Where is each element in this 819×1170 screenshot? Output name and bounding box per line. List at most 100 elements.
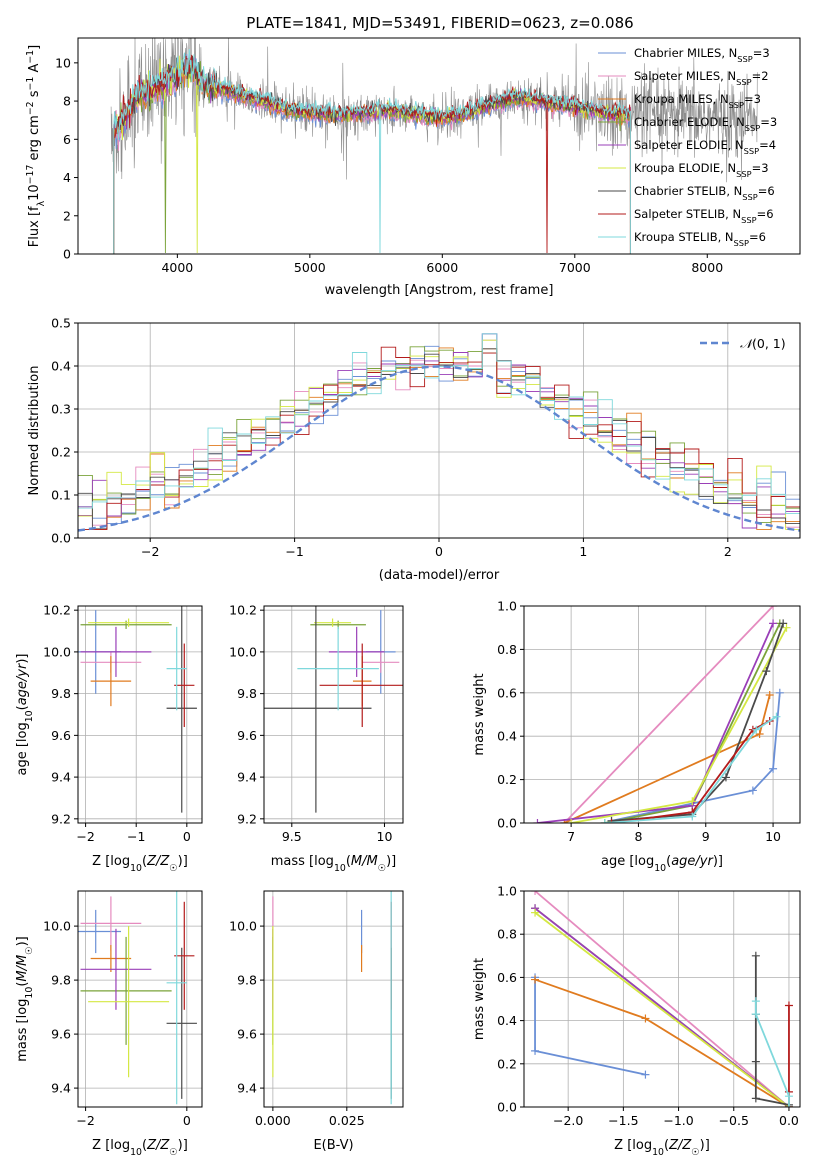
series-line bbox=[611, 692, 781, 822]
y-tick-label: 9.6 bbox=[237, 1027, 257, 1042]
y-tick-label: 0.6 bbox=[497, 970, 517, 985]
panel-spectrum: 4000 5000 6000 7000 8000 0 2 4 6 8 10 wavelength [A… bbox=[25, 37, 801, 298]
x-tick-label: −2 bbox=[76, 1113, 94, 1128]
x-axis-label: Z [log10(Z/Z☉)] bbox=[92, 1138, 188, 1158]
x-tick-label: 4000 bbox=[161, 260, 193, 275]
x-axis-label: age [log10(age/yr)] bbox=[601, 854, 723, 874]
y-tick-label: 9.8 bbox=[237, 686, 257, 701]
panel-age_vs_mass: 9.5 10 9.2 9.4 9.6 9.8 10.0 10.2 mass [log10(M/M… bbox=[229, 603, 404, 874]
data-point bbox=[769, 606, 778, 610]
panel-mass_weight_vs_Z: −2.0 −1.5 −1.0 −0.5 0.0 0.0 0.2 0.4 0.6 0.8 1.0 Z [… bbox=[472, 884, 801, 1158]
x-tick-label: 10 bbox=[377, 829, 393, 844]
data-point bbox=[772, 712, 781, 721]
y-tick-label: 9.8 bbox=[237, 973, 257, 988]
y-tick-label: 10.0 bbox=[43, 644, 71, 659]
data-point bbox=[769, 764, 778, 773]
data-point bbox=[751, 1057, 760, 1066]
panel-residuals: −2 −1 0 1 2 0.0 0.1 0.2 0.3 0.4 0.5 (data-model)/er… bbox=[27, 316, 801, 583]
data-point bbox=[752, 725, 761, 734]
x-tick-label: 0 bbox=[183, 829, 191, 844]
axes-frame bbox=[77, 890, 203, 1108]
x-tick-label: 7 bbox=[567, 829, 575, 844]
data-point bbox=[784, 1092, 793, 1101]
y-tick-label: 1.0 bbox=[497, 884, 517, 899]
y-tick-label: 0.8 bbox=[497, 642, 517, 657]
y-tick-label: 10.0 bbox=[229, 919, 257, 934]
data-point bbox=[567, 819, 576, 823]
normal-curve bbox=[78, 365, 800, 532]
y-tick-label: 0.1 bbox=[51, 488, 71, 503]
y-axis-label: mass weight bbox=[472, 958, 487, 1040]
axes-frame bbox=[523, 605, 801, 824]
series-line bbox=[534, 891, 790, 1107]
y-tick-label: 0.0 bbox=[497, 816, 517, 831]
x-tick-label: −1 bbox=[285, 544, 303, 559]
legend-label: 𝒩(0, 1) bbox=[740, 336, 786, 351]
data-point bbox=[784, 1103, 793, 1107]
y-tick-label: 9.6 bbox=[51, 728, 71, 743]
data-point bbox=[779, 619, 788, 628]
y-tick-label: 2 bbox=[63, 208, 71, 223]
y-tick-label: 9.8 bbox=[51, 686, 71, 701]
y-tick-label: 9.6 bbox=[51, 1027, 71, 1042]
y-tick-label: 9.2 bbox=[237, 811, 257, 826]
plot-area bbox=[78, 891, 197, 1105]
axes-frame bbox=[77, 37, 801, 255]
model-spectrum bbox=[113, 55, 631, 254]
series-line bbox=[754, 1001, 790, 1107]
y-tick-label: 0.4 bbox=[51, 359, 71, 374]
data-point bbox=[762, 667, 771, 676]
y-tick-label: 9.4 bbox=[237, 1081, 257, 1096]
y-tick-label: 0.2 bbox=[51, 445, 71, 460]
plot-area bbox=[272, 891, 392, 1105]
y-tick-label: 0.4 bbox=[497, 1013, 517, 1028]
data-point bbox=[751, 951, 760, 960]
y-tick-label: 8 bbox=[63, 94, 71, 109]
y-axis-label: mass weight bbox=[472, 673, 487, 755]
legend-label: Kroupa ELODIE, NSSP=3 bbox=[634, 161, 769, 179]
model-spectrum bbox=[113, 54, 631, 254]
y-tick-label: 10.2 bbox=[43, 603, 71, 618]
plot-area bbox=[78, 333, 800, 538]
y-tick-label: 1.0 bbox=[497, 599, 517, 614]
x-axis-label: E(B-V) bbox=[313, 1138, 353, 1153]
data-point bbox=[533, 819, 542, 823]
x-tick-label: 9.5 bbox=[282, 829, 302, 844]
y-tick-label: 0.2 bbox=[497, 772, 517, 787]
data-point bbox=[751, 1094, 760, 1103]
axes-frame bbox=[263, 605, 404, 824]
y-tick-label: 0.0 bbox=[497, 1100, 517, 1115]
x-tick-label: 7000 bbox=[559, 260, 591, 275]
legend-label: Kroupa MILES, NSSP=3 bbox=[634, 92, 761, 110]
y-tick-label: 9.6 bbox=[237, 728, 257, 743]
y-tick-label: 9.4 bbox=[237, 770, 257, 785]
y-tick-label: 10.0 bbox=[43, 919, 71, 934]
panel-age_vs_Z: −2 −1 0 9.2 9.4 9.6 9.8 10.0 10.2 Z [log10(Z/Z☉)]… bbox=[15, 603, 203, 874]
y-tick-label: 0.5 bbox=[51, 316, 71, 331]
legend-label: Kroupa STELIB, NSSP=6 bbox=[634, 230, 766, 248]
figure-title: PLATE=1841, MJD=53491, FIBERID=0623, z=0… bbox=[246, 14, 633, 32]
plot-area bbox=[531, 891, 793, 1107]
x-tick-label: 8000 bbox=[691, 260, 723, 275]
plot-area bbox=[533, 606, 791, 823]
data-point bbox=[531, 908, 540, 917]
data-point bbox=[641, 1070, 650, 1079]
model-spectrum bbox=[113, 55, 631, 254]
data-point bbox=[600, 819, 609, 823]
x-tick-label: −1.5 bbox=[608, 1113, 638, 1128]
y-axis-label: mass [log10(M/M☉)] bbox=[15, 936, 35, 1062]
x-tick-label: 0.0 bbox=[779, 1113, 799, 1128]
data-point bbox=[641, 1014, 650, 1023]
axes-frame bbox=[77, 605, 203, 824]
y-tick-label: 0.8 bbox=[497, 927, 517, 942]
model-spectrum bbox=[113, 57, 631, 254]
y-tick-label: 10 bbox=[55, 55, 71, 70]
data-point bbox=[784, 1001, 793, 1010]
panel-mass_weight_vs_age: 7 8 9 10 0.0 0.2 0.4 0.6 0.8 1.0 age [log10(age/yr… bbox=[472, 599, 801, 874]
y-axis-label: Flux [fλ10−17 erg cm−2 s−1 A−1] bbox=[25, 45, 47, 247]
axes-frame bbox=[523, 890, 801, 1108]
panel-mass_vs_Z: −2 0 9.4 9.6 9.8 10.0 Z [log10(Z/Z☉)] mass [log… bbox=[15, 890, 203, 1158]
series-line bbox=[604, 715, 777, 823]
y-axis-label: age [log10(age/yr)] bbox=[15, 653, 35, 775]
